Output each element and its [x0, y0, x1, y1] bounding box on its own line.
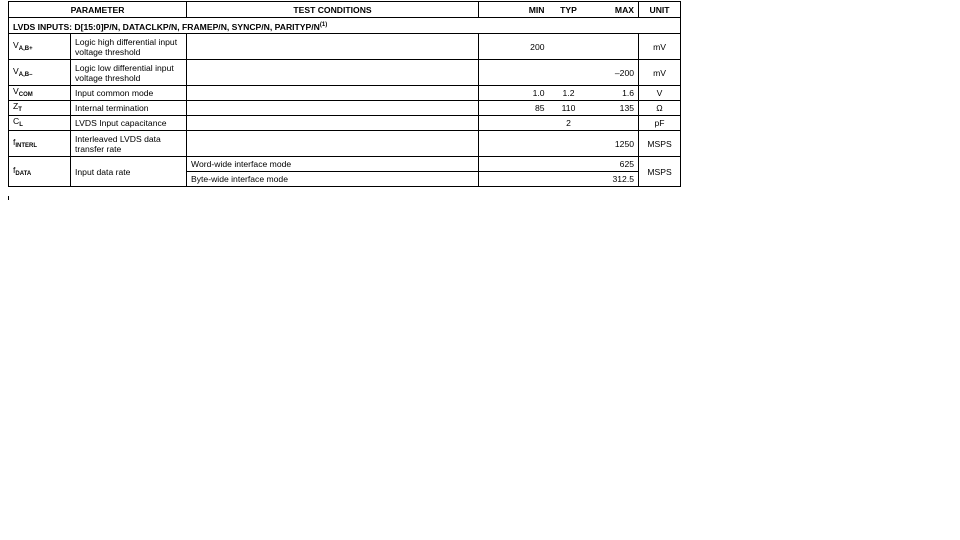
param-symbol: fDATA [8, 156, 71, 187]
section-title: LVDS INPUTS: D[15:0]P/N, DATACLKP/N, FRA… [7, 17, 682, 34]
unit-cell: pF [638, 115, 682, 131]
test-condition: Word-wide interface mode [186, 156, 480, 172]
typ-value: 1.2 [548, 85, 589, 101]
param-symbol: VCOM [8, 85, 71, 101]
min-value [478, 156, 549, 172]
typ-value [548, 156, 589, 172]
header-max: MAX [588, 1, 640, 18]
symbol-text: f [13, 164, 16, 175]
header-unit: UNIT [638, 1, 682, 18]
symbol-subscript: L [19, 122, 23, 128]
max-value: 625 [588, 156, 640, 172]
header-row: PARAMETER TEST CONDITIONS MIN TYP MAX UN… [7, 1, 682, 18]
typ-value [548, 59, 589, 86]
section-row: LVDS INPUTS: D[15:0]P/N, DATACLKP/N, FRA… [7, 17, 682, 34]
lvds-spec-table: PARAMETER TEST CONDITIONS MIN TYP MAX UN… [7, 1, 682, 187]
header-test-conditions: TEST CONDITIONS [186, 1, 480, 18]
symbol-subscript: A,B– [18, 71, 33, 78]
header-min: MIN [478, 1, 549, 18]
header-parameter: PARAMETER [7, 1, 188, 18]
table-row: CL LVDS Input capacitance 2 pF [8, 115, 682, 131]
symbol-text: V [13, 86, 19, 96]
symbol-subscript: A,B+ [18, 45, 33, 52]
unit-cell: MSPS [638, 130, 682, 157]
symbol-subscript: INTERL [15, 142, 38, 149]
table-row: VCOM Input common mode 1.0 1.2 1.6 V [8, 85, 682, 101]
symbol-subscript: COM [18, 92, 33, 98]
table-border-tail [8, 196, 9, 200]
symbol-subscript: T [18, 107, 22, 113]
param-symbol: VA,B+ [8, 33, 71, 60]
unit-cell: V [638, 85, 682, 101]
min-value: 200 [478, 33, 549, 60]
max-value: 1.6 [588, 85, 640, 101]
typ-value [548, 33, 589, 60]
max-value: 135 [588, 100, 640, 116]
header-typ: TYP [548, 1, 589, 18]
unit-cell: Ω [638, 100, 682, 116]
symbol-text: Z [13, 101, 19, 111]
min-value [478, 59, 549, 86]
table-row: Byte-wide interface mode 312.5 [9, 171, 681, 187]
param-description: Logic low differential input voltage thr… [69, 59, 188, 86]
symbol-text: V [13, 65, 19, 76]
section-title-text: LVDS INPUTS: D[15:0]P/N, DATACLKP/N, FRA… [13, 21, 320, 32]
footnote-ref: (1) [319, 21, 328, 28]
symbol-text: C [13, 116, 20, 126]
max-value [588, 33, 640, 60]
min-value: 1.0 [478, 85, 549, 101]
param-description: Internal termination [69, 100, 188, 116]
table-row: VA,B+ Logic high differential input volta… [8, 33, 682, 60]
min-value [478, 171, 549, 187]
test-condition: Byte-wide interface mode [186, 171, 480, 187]
typ-value [548, 130, 589, 157]
typ-value: 110 [548, 100, 589, 116]
unit-cell: mV [638, 33, 682, 60]
test-condition [186, 85, 480, 101]
max-value [588, 115, 640, 131]
symbol-text: f [13, 136, 16, 147]
min-value: 85 [478, 100, 549, 116]
param-symbol: CL [8, 115, 71, 131]
max-value: 1250 [588, 130, 640, 157]
param-description: Logic high differential input voltage th… [69, 33, 188, 60]
param-symbol: fINTERL [8, 130, 71, 157]
max-value: –200 [588, 59, 640, 86]
param-description: LVDS Input capacitance [69, 115, 188, 131]
param-symbol: VA,B– [8, 59, 71, 86]
test-condition [186, 130, 480, 157]
test-condition [186, 100, 480, 116]
param-description: Interleaved LVDS data transfer rate [69, 130, 188, 157]
min-value [478, 115, 549, 131]
param-description: Input data rate [69, 156, 188, 187]
max-value: 312.5 [588, 171, 640, 187]
param-symbol: ZT [8, 100, 71, 116]
table-row: VA,B– Logic low differential input voltag… [8, 59, 682, 86]
test-condition [186, 33, 480, 60]
symbol-text: V [13, 39, 19, 50]
table-row: ZT Internal termination 85 110 135 Ω [8, 100, 682, 116]
typ-value [548, 171, 589, 187]
unit-cell: mV [638, 59, 682, 86]
table-row: fDATA Input data rate Word-wide interface … [8, 156, 682, 187]
test-condition [186, 115, 480, 131]
typ-value: 2 [548, 115, 589, 131]
table-row: fINTERL Interleaved LVDS data transfer ra… [8, 130, 682, 157]
test-condition [186, 59, 480, 86]
min-value [478, 130, 549, 157]
symbol-subscript: DATA [15, 170, 32, 177]
unit-cell: MSPS [638, 156, 682, 187]
param-description: Input common mode [69, 85, 188, 101]
